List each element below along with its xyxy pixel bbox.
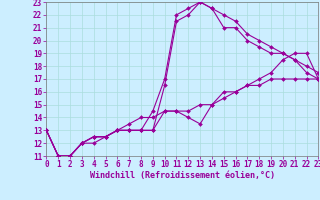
X-axis label: Windchill (Refroidissement éolien,°C): Windchill (Refroidissement éolien,°C)	[90, 171, 275, 180]
